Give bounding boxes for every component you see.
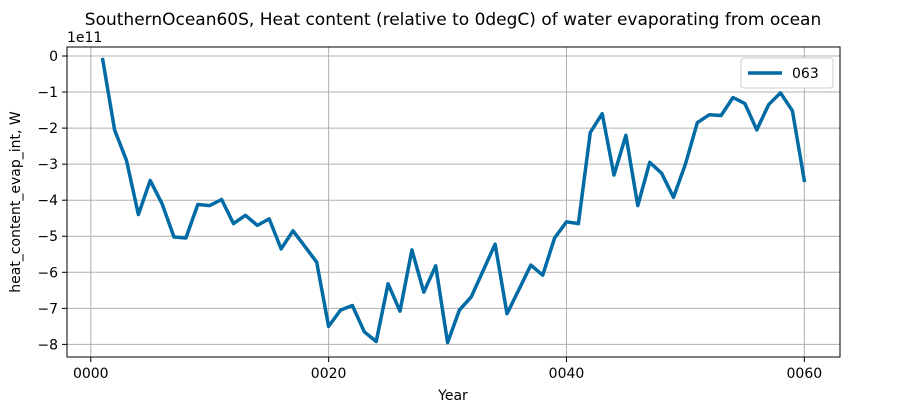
x-tick-label: 0040 bbox=[549, 366, 585, 382]
x-tick-label: 0000 bbox=[73, 366, 109, 382]
y-tick-label: −7 bbox=[37, 301, 58, 317]
series-layer bbox=[100, 57, 807, 345]
grid bbox=[67, 47, 840, 357]
legend: 063 bbox=[740, 57, 834, 89]
y-tick-label: −5 bbox=[37, 229, 58, 245]
y-tick-label: −3 bbox=[37, 157, 58, 173]
y-tick-label: −4 bbox=[37, 193, 58, 209]
y-offset-text: 1e11 bbox=[67, 30, 102, 46]
plot-frame bbox=[66, 46, 841, 358]
y-tick-label: −1 bbox=[37, 85, 58, 101]
y-axis-label: heat_content_evap_int, W bbox=[8, 111, 24, 293]
legend-box bbox=[740, 57, 834, 89]
y-tick-label: −6 bbox=[37, 265, 58, 281]
series-line-063 bbox=[100, 57, 807, 345]
y-tick-label: −2 bbox=[37, 121, 58, 137]
x-tick-label: 0020 bbox=[311, 366, 347, 382]
y-tick-label: −8 bbox=[37, 337, 58, 353]
x-axis-label: Year bbox=[437, 388, 468, 404]
chart-title: SouthernOcean60S, Heat content (relative… bbox=[85, 10, 821, 30]
legend-label-063: 063 bbox=[792, 66, 819, 82]
y-tick-label: 0 bbox=[49, 49, 58, 65]
tick-layer: 0000 0020 0040 0060 0 −1 −2 −3 −4 −5 −6 −7 −8 bbox=[37, 49, 822, 382]
x-tick-label: 0060 bbox=[787, 366, 823, 382]
